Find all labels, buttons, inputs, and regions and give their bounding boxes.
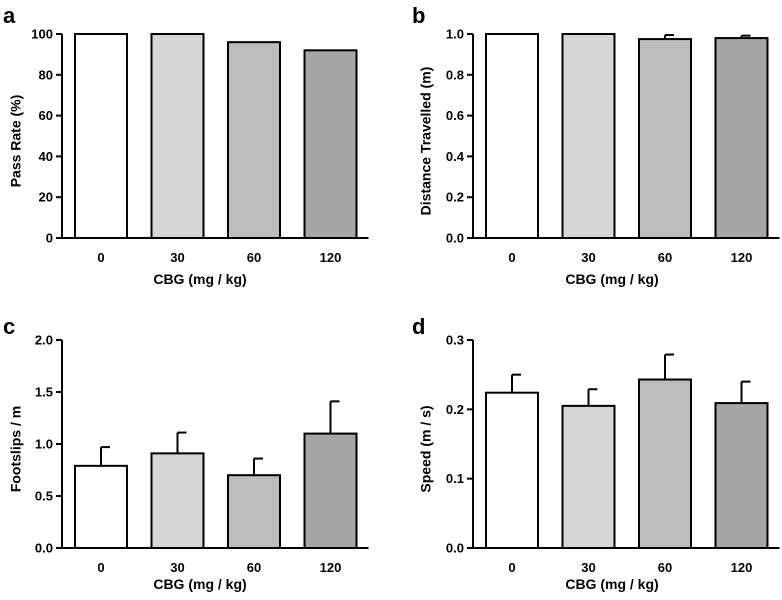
bar-30 [561, 33, 616, 239]
panel-letter: c [3, 314, 15, 339]
x-tick-label: 30 [581, 560, 595, 575]
y-axis-title: Pass Rate (%) [8, 95, 24, 188]
panel-c: c 0 30 60 120 0.0 0.5 1.0 1.5 2.0 Footslips / m CBG… [3, 314, 369, 592]
bar-30 [150, 33, 205, 239]
y-tick-label: 80 [39, 67, 53, 82]
y-tick-label: 0.6 [446, 108, 464, 123]
y-tick-label: 0.5 [35, 489, 53, 504]
y-tick-label: 0.2 [446, 402, 464, 417]
y-axis-title: Speed (m / s) [418, 405, 434, 492]
y-tick-label: 2.0 [35, 333, 53, 348]
x-tick-label: 30 [170, 560, 184, 575]
x-tick-label: 120 [731, 250, 753, 265]
bar-60 [227, 474, 281, 550]
x-axis-title: CBG (mg / kg) [565, 271, 658, 287]
x-tick-label: 120 [320, 560, 342, 575]
x-tick-label: 0 [508, 560, 515, 575]
bar-120 [303, 432, 358, 550]
y-tick-label: 60 [39, 108, 53, 123]
bar-120 [714, 402, 769, 549]
y-tick-label: 1.5 [35, 385, 53, 400]
x-tick-label: 0 [97, 560, 104, 575]
x-tick-label: 60 [247, 250, 261, 265]
x-tick-label: 0 [508, 250, 515, 265]
y-tick-label: 0.0 [446, 541, 464, 556]
x-tick-label: 120 [731, 560, 753, 575]
panel-letter: a [3, 3, 16, 28]
y-tick-label: 1.0 [35, 437, 53, 452]
y-axis-title: Distance Travelled (m) [418, 67, 434, 216]
bar-0 [74, 464, 128, 549]
bar-0 [485, 391, 539, 549]
y-tick-label: 0.0 [446, 231, 464, 246]
bar-60 [227, 41, 281, 239]
x-tick-label: 60 [247, 560, 261, 575]
x-axis-title: CBG (mg / kg) [153, 576, 246, 592]
bar-60 [638, 378, 692, 549]
y-tick-label: 100 [31, 27, 53, 42]
y-tick-label: 0.1 [446, 471, 464, 486]
x-tick-label: 120 [320, 250, 342, 265]
y-tick-label: 0.8 [446, 67, 464, 82]
y-tick-label: 0.4 [446, 149, 465, 164]
bar-30 [561, 404, 616, 549]
x-tick-label: 60 [658, 250, 672, 265]
bar-0 [485, 33, 539, 239]
y-tick-label: 0.0 [35, 541, 53, 556]
bar-60 [638, 38, 692, 239]
y-tick-label: 0.3 [446, 333, 464, 348]
x-tick-label: 30 [581, 250, 595, 265]
x-axis-title: CBG (mg / kg) [153, 271, 246, 287]
panel-letter: b [412, 3, 425, 28]
x-tick-label: 60 [658, 560, 672, 575]
x-axis-title: CBG (mg / kg) [565, 576, 658, 592]
panel-b: b 0 30 60 120 0.0 0.2 0.4 0.6 0.8 1.0 Distance Trav… [412, 3, 780, 287]
y-axis-title: Footslips / m [8, 406, 24, 492]
panel-d: d 0 30 60 120 0.0 0.1 0.2 0.3 Speed (m / s) CBG (m… [412, 314, 780, 592]
bar-120 [714, 37, 769, 239]
bar-120 [303, 49, 358, 239]
y-tick-label: 20 [39, 190, 53, 205]
x-tick-label: 30 [170, 250, 184, 265]
y-tick-label: 0.2 [446, 190, 464, 205]
panel-a: a 0 30 60 120 0 20 40 60 80 100 Pass Rate (%) CBG (m… [3, 3, 369, 287]
y-tick-label: 0 [46, 231, 53, 246]
panel-letter: d [412, 314, 425, 339]
y-tick-label: 40 [39, 149, 53, 164]
x-tick-label: 0 [97, 250, 104, 265]
y-tick-label: 1.0 [446, 27, 464, 42]
bar-0 [74, 33, 128, 239]
bar-30 [150, 452, 205, 549]
